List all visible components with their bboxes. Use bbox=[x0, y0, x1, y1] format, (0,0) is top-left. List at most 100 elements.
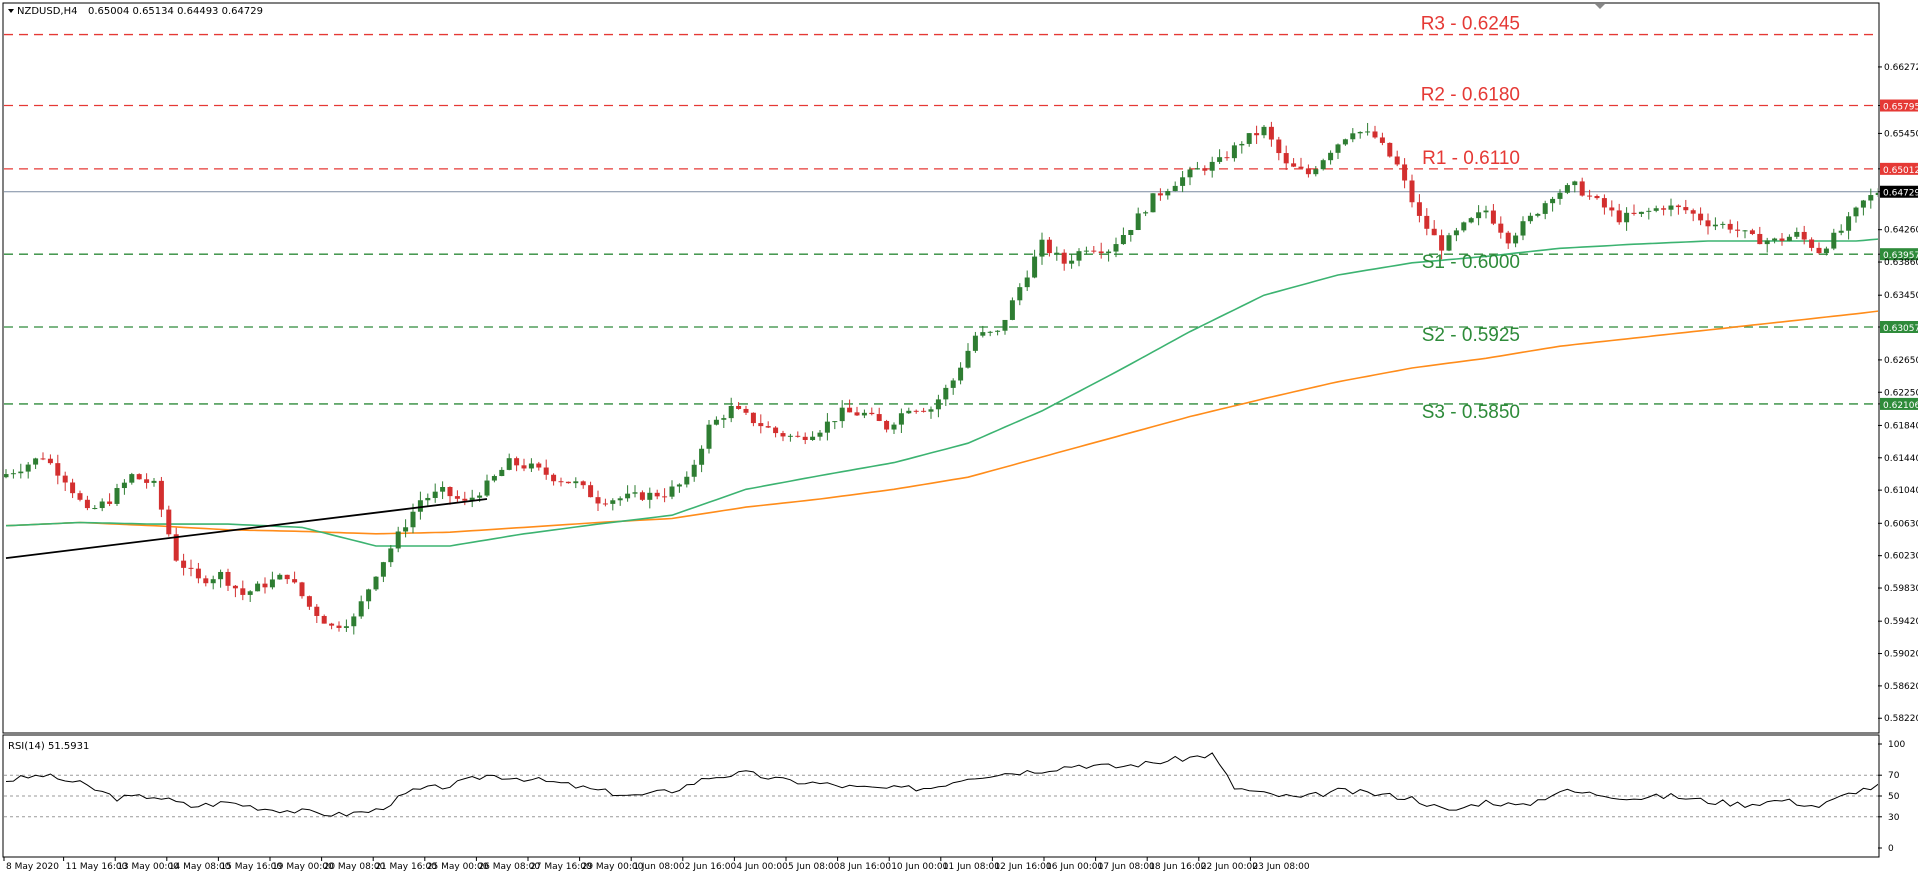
bear-candle bbox=[869, 412, 875, 415]
bear-candle bbox=[329, 623, 335, 626]
bull-candle bbox=[824, 421, 830, 433]
bull-candle bbox=[1320, 160, 1326, 170]
bear-candle bbox=[232, 585, 238, 589]
bull-candle bbox=[950, 380, 956, 388]
trendline[interactable] bbox=[5, 498, 488, 559]
bull-candle bbox=[1535, 213, 1541, 216]
bear-candle bbox=[1202, 168, 1208, 171]
bear-candle bbox=[876, 414, 882, 421]
bear-candle bbox=[1749, 230, 1755, 234]
bull-candle bbox=[1653, 208, 1659, 211]
bull-candle bbox=[1786, 236, 1792, 241]
time-tick-label: 8 Jun 16:00 bbox=[840, 862, 892, 872]
bull-candle bbox=[958, 367, 964, 381]
rsi-header: RSI(14) 51.5931 bbox=[8, 741, 89, 752]
bear-candle bbox=[158, 480, 164, 510]
time-tick-label: 21 May 16:00 bbox=[375, 862, 437, 872]
bull-candle bbox=[1350, 133, 1356, 140]
time-tick-label: 5 Jun 08:00 bbox=[788, 862, 840, 872]
price-tag bbox=[1880, 185, 1918, 198]
bull-candle bbox=[1017, 287, 1023, 301]
bear-candle bbox=[1276, 139, 1282, 154]
bull-candle bbox=[358, 601, 364, 617]
bull-candle bbox=[987, 331, 993, 333]
bear-candle bbox=[913, 410, 919, 412]
bull-candle bbox=[1054, 252, 1060, 254]
bear-candle bbox=[1683, 207, 1689, 211]
price-tick-label: 0.60230 bbox=[1884, 552, 1918, 562]
bull-candle bbox=[1646, 210, 1652, 212]
bear-candle bbox=[1498, 223, 1504, 233]
price-tag bbox=[1880, 397, 1918, 410]
bear-candle bbox=[447, 487, 453, 497]
bear-candle bbox=[1757, 233, 1763, 245]
bull-candle bbox=[1032, 256, 1038, 278]
bull-candle bbox=[625, 493, 631, 499]
bull-candle bbox=[1328, 152, 1334, 161]
rsi-tick-label: 70 bbox=[1888, 771, 1900, 781]
bull-candle bbox=[1150, 193, 1156, 213]
bear-candle bbox=[1416, 202, 1422, 216]
bull-candle bbox=[1135, 213, 1141, 230]
bear-candle bbox=[1098, 251, 1104, 254]
bull-candle bbox=[247, 591, 253, 595]
bear-candle bbox=[884, 420, 890, 430]
bull-candle bbox=[366, 589, 372, 602]
bear-candle bbox=[173, 534, 179, 561]
price-tag-label: 0.62106 bbox=[1883, 401, 1918, 411]
bear-candle bbox=[1675, 205, 1681, 208]
bull-candle bbox=[1231, 145, 1237, 159]
time-tick-label: 10 Jun 00:00 bbox=[891, 862, 948, 872]
price-tag bbox=[1880, 162, 1918, 175]
bear-candle bbox=[1431, 228, 1437, 236]
bull-candle bbox=[1194, 168, 1200, 170]
rsi-tick-label: 100 bbox=[1888, 740, 1905, 750]
bear-candle bbox=[107, 501, 113, 504]
support-level-label: S2 - 0.5925 bbox=[1422, 325, 1520, 346]
bear-candle bbox=[1394, 156, 1400, 165]
bull-candle bbox=[965, 350, 971, 368]
bear-candle bbox=[743, 408, 749, 413]
bull-candle bbox=[373, 576, 379, 590]
bull-candle bbox=[4, 474, 9, 478]
bull-candle bbox=[1853, 207, 1859, 217]
symbol-dropdown-icon[interactable] bbox=[8, 9, 14, 13]
bull-candle bbox=[1128, 229, 1134, 235]
price-tick-label: 0.64260 bbox=[1884, 226, 1918, 236]
bear-candle bbox=[847, 407, 853, 413]
price-tick-label: 0.60630 bbox=[1884, 519, 1918, 529]
bear-candle bbox=[306, 596, 312, 607]
ohlc-readout: 0.65004 0.65134 0.64493 0.64729 bbox=[88, 6, 263, 17]
time-tick-label: 1 Jun 08:00 bbox=[633, 862, 685, 872]
bear-candle bbox=[1091, 250, 1097, 252]
bull-candle bbox=[972, 335, 978, 351]
bear-candle bbox=[780, 433, 786, 437]
bear-candle bbox=[921, 410, 927, 412]
bull-candle bbox=[676, 484, 682, 487]
bear-candle bbox=[144, 479, 150, 483]
bear-candle bbox=[1387, 142, 1393, 157]
price-tick-label: 0.59020 bbox=[1884, 650, 1918, 660]
price-tick-label: 0.61040 bbox=[1884, 486, 1918, 496]
bear-candle bbox=[203, 578, 209, 584]
bull-candle bbox=[1483, 210, 1489, 213]
bear-candle bbox=[1490, 210, 1496, 224]
bull-candle bbox=[1624, 212, 1630, 223]
price-tag bbox=[1880, 99, 1918, 112]
bull-candle bbox=[1527, 215, 1533, 222]
bull-candle bbox=[506, 458, 512, 470]
price-tick-label: 0.59420 bbox=[1884, 617, 1918, 627]
bear-candle bbox=[262, 583, 268, 588]
bull-candle bbox=[728, 405, 734, 419]
bear-candle bbox=[47, 458, 53, 464]
time-tick-label: 8 May 2020 bbox=[6, 862, 59, 872]
bear-candle bbox=[1254, 133, 1260, 136]
bull-candle bbox=[721, 418, 727, 420]
bear-candle bbox=[40, 458, 46, 460]
scroll-marker-icon[interactable] bbox=[1595, 4, 1605, 9]
bull-candle bbox=[706, 424, 712, 449]
bull-candle bbox=[1172, 185, 1178, 192]
price-tick-label: 0.59830 bbox=[1884, 584, 1918, 594]
bull-candle bbox=[277, 574, 283, 580]
